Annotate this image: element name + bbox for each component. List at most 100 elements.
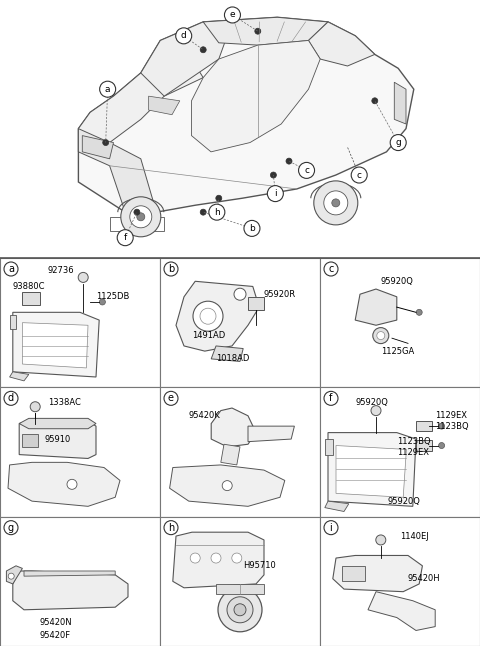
Text: 1129EX: 1129EX — [397, 448, 429, 457]
Polygon shape — [141, 22, 230, 96]
Circle shape — [234, 604, 246, 616]
Circle shape — [324, 262, 338, 276]
Text: g: g — [396, 138, 401, 147]
Text: i: i — [330, 523, 332, 533]
Circle shape — [130, 206, 152, 228]
Polygon shape — [23, 322, 88, 368]
Text: c: c — [304, 166, 309, 175]
Circle shape — [78, 273, 88, 282]
Circle shape — [190, 553, 200, 563]
Text: b: b — [249, 224, 255, 233]
Circle shape — [222, 481, 232, 490]
Polygon shape — [78, 129, 156, 212]
Text: 1123BQ: 1123BQ — [397, 437, 431, 446]
Bar — [160, 258, 320, 388]
Polygon shape — [325, 439, 333, 455]
Text: 92736: 92736 — [48, 266, 74, 275]
Text: 95920Q: 95920Q — [387, 497, 420, 506]
Text: c: c — [328, 264, 334, 274]
Polygon shape — [13, 312, 99, 377]
Polygon shape — [336, 446, 407, 497]
Bar — [160, 517, 320, 646]
Circle shape — [234, 288, 246, 300]
Polygon shape — [78, 17, 414, 212]
Circle shape — [103, 140, 108, 145]
Polygon shape — [248, 426, 294, 442]
Polygon shape — [10, 372, 29, 381]
Circle shape — [227, 597, 253, 623]
Polygon shape — [169, 465, 285, 506]
Text: 95420H: 95420H — [408, 574, 441, 583]
Polygon shape — [19, 419, 96, 429]
Polygon shape — [149, 96, 180, 115]
Circle shape — [314, 181, 358, 225]
Text: a: a — [8, 264, 14, 274]
Circle shape — [216, 195, 222, 202]
Circle shape — [4, 391, 18, 405]
Circle shape — [324, 391, 338, 405]
Circle shape — [351, 167, 367, 183]
Circle shape — [332, 199, 340, 207]
Circle shape — [267, 185, 283, 202]
Circle shape — [100, 81, 116, 97]
Polygon shape — [211, 408, 256, 447]
Polygon shape — [416, 441, 432, 451]
Circle shape — [373, 328, 389, 344]
Text: 1338AC: 1338AC — [48, 399, 81, 408]
Polygon shape — [10, 315, 16, 329]
Circle shape — [225, 7, 240, 23]
Text: e: e — [229, 10, 235, 19]
Text: 1125DB: 1125DB — [96, 292, 130, 301]
Polygon shape — [216, 584, 264, 594]
Circle shape — [164, 391, 178, 405]
Polygon shape — [82, 136, 113, 159]
Polygon shape — [192, 41, 320, 152]
Bar — [160, 388, 320, 517]
Circle shape — [176, 28, 192, 44]
Text: h: h — [168, 523, 174, 533]
Text: 95920Q: 95920Q — [381, 276, 414, 286]
Circle shape — [270, 172, 276, 178]
Circle shape — [324, 521, 338, 535]
Circle shape — [200, 47, 206, 53]
Text: d: d — [181, 32, 187, 40]
Circle shape — [255, 28, 261, 34]
Polygon shape — [19, 421, 96, 459]
Polygon shape — [309, 22, 375, 66]
Circle shape — [218, 588, 262, 632]
Circle shape — [376, 535, 386, 545]
Text: f: f — [123, 233, 127, 242]
Polygon shape — [13, 571, 128, 610]
Text: 1129EX: 1129EX — [435, 412, 467, 421]
Polygon shape — [8, 463, 120, 506]
Text: 95910: 95910 — [45, 435, 71, 444]
Circle shape — [200, 308, 216, 324]
Text: e: e — [168, 393, 174, 403]
Circle shape — [390, 134, 406, 151]
Bar — [320, 258, 480, 388]
Polygon shape — [173, 532, 264, 588]
Circle shape — [67, 479, 77, 489]
Bar — [320, 517, 480, 646]
Circle shape — [232, 553, 242, 563]
Text: 1123BQ: 1123BQ — [435, 422, 469, 431]
Text: c: c — [357, 171, 362, 180]
Polygon shape — [23, 291, 40, 304]
Bar — [0, 258, 160, 388]
Circle shape — [286, 158, 292, 164]
Circle shape — [193, 301, 223, 331]
Circle shape — [377, 331, 385, 340]
Circle shape — [4, 521, 18, 535]
Circle shape — [117, 230, 133, 245]
Circle shape — [200, 209, 206, 215]
Text: H95710: H95710 — [243, 561, 276, 570]
Polygon shape — [325, 501, 349, 512]
Polygon shape — [416, 421, 432, 432]
Bar — [0, 388, 160, 517]
Text: 1491AD: 1491AD — [192, 331, 225, 340]
Bar — [320, 388, 480, 517]
Circle shape — [371, 406, 381, 415]
Bar — [0, 517, 160, 646]
Circle shape — [439, 443, 444, 448]
Text: 93880C: 93880C — [13, 282, 45, 291]
